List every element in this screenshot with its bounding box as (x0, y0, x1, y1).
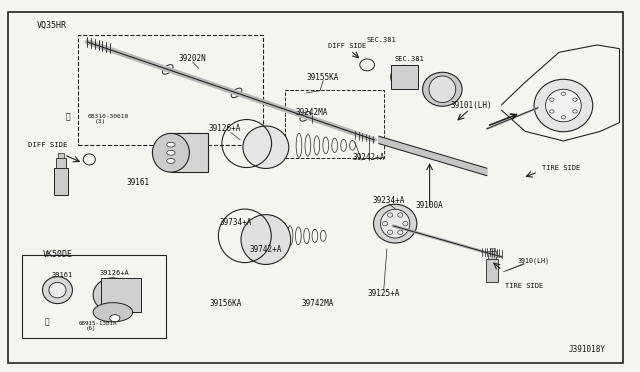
Ellipse shape (171, 134, 208, 172)
Ellipse shape (42, 277, 72, 304)
Text: 39126+A: 39126+A (100, 270, 130, 276)
Text: 39101(LH): 39101(LH) (451, 101, 492, 110)
Ellipse shape (167, 158, 175, 163)
Text: Ⓜ: Ⓜ (45, 317, 49, 326)
Text: 39126+A: 39126+A (208, 124, 241, 133)
FancyBboxPatch shape (171, 133, 208, 172)
Text: (6): (6) (85, 326, 96, 331)
Ellipse shape (93, 303, 132, 322)
Text: 39161: 39161 (127, 178, 150, 187)
Text: 39242+A: 39242+A (353, 153, 385, 162)
Polygon shape (379, 136, 487, 176)
Text: TIRE SIDE: TIRE SIDE (505, 283, 543, 289)
Ellipse shape (534, 79, 593, 132)
Ellipse shape (381, 209, 410, 238)
Text: 39202N: 39202N (179, 54, 207, 63)
Text: 39734+A: 39734+A (220, 218, 252, 227)
Text: 39742+A: 39742+A (250, 245, 282, 254)
Ellipse shape (167, 150, 175, 155)
FancyBboxPatch shape (58, 153, 64, 158)
FancyBboxPatch shape (56, 158, 66, 167)
Text: 39161: 39161 (51, 272, 72, 278)
FancyBboxPatch shape (54, 167, 68, 195)
FancyBboxPatch shape (101, 278, 141, 312)
FancyBboxPatch shape (490, 248, 495, 251)
Ellipse shape (109, 315, 120, 322)
Text: DIFF SIDE: DIFF SIDE (328, 43, 366, 49)
Text: 39234+A: 39234+A (372, 196, 405, 205)
Ellipse shape (241, 215, 291, 264)
Text: 08915-13B1A: 08915-13B1A (79, 321, 118, 326)
Text: Ⓢ: Ⓢ (65, 112, 70, 121)
Text: 39125+A: 39125+A (367, 289, 400, 298)
Ellipse shape (422, 72, 462, 106)
Ellipse shape (545, 89, 581, 122)
Text: 39155KA: 39155KA (307, 73, 339, 81)
FancyBboxPatch shape (488, 251, 496, 259)
Text: 08310-30610: 08310-30610 (88, 114, 129, 119)
Text: VQ35HR: VQ35HR (36, 21, 67, 30)
Ellipse shape (49, 282, 66, 298)
Ellipse shape (152, 134, 189, 172)
Ellipse shape (243, 126, 289, 169)
Text: 3910(LH): 3910(LH) (518, 257, 550, 264)
Text: (3): (3) (95, 119, 106, 124)
Text: J391018Y: J391018Y (568, 345, 605, 354)
Text: 39742MA: 39742MA (302, 299, 334, 308)
Text: VK50DE: VK50DE (43, 250, 73, 259)
Ellipse shape (93, 278, 132, 312)
Text: SEC.381: SEC.381 (394, 56, 424, 62)
Ellipse shape (429, 76, 456, 103)
FancyBboxPatch shape (486, 259, 498, 282)
Text: 39156KA: 39156KA (209, 299, 242, 308)
Text: DIFF SIDE: DIFF SIDE (28, 142, 67, 148)
Text: SEC.381: SEC.381 (367, 37, 397, 43)
Text: 39242MA: 39242MA (296, 108, 328, 117)
Text: TIRE SIDE: TIRE SIDE (541, 165, 580, 171)
Text: 39100A: 39100A (416, 201, 444, 210)
Ellipse shape (374, 204, 417, 243)
Ellipse shape (391, 65, 417, 89)
FancyBboxPatch shape (392, 65, 418, 89)
Ellipse shape (167, 142, 175, 147)
